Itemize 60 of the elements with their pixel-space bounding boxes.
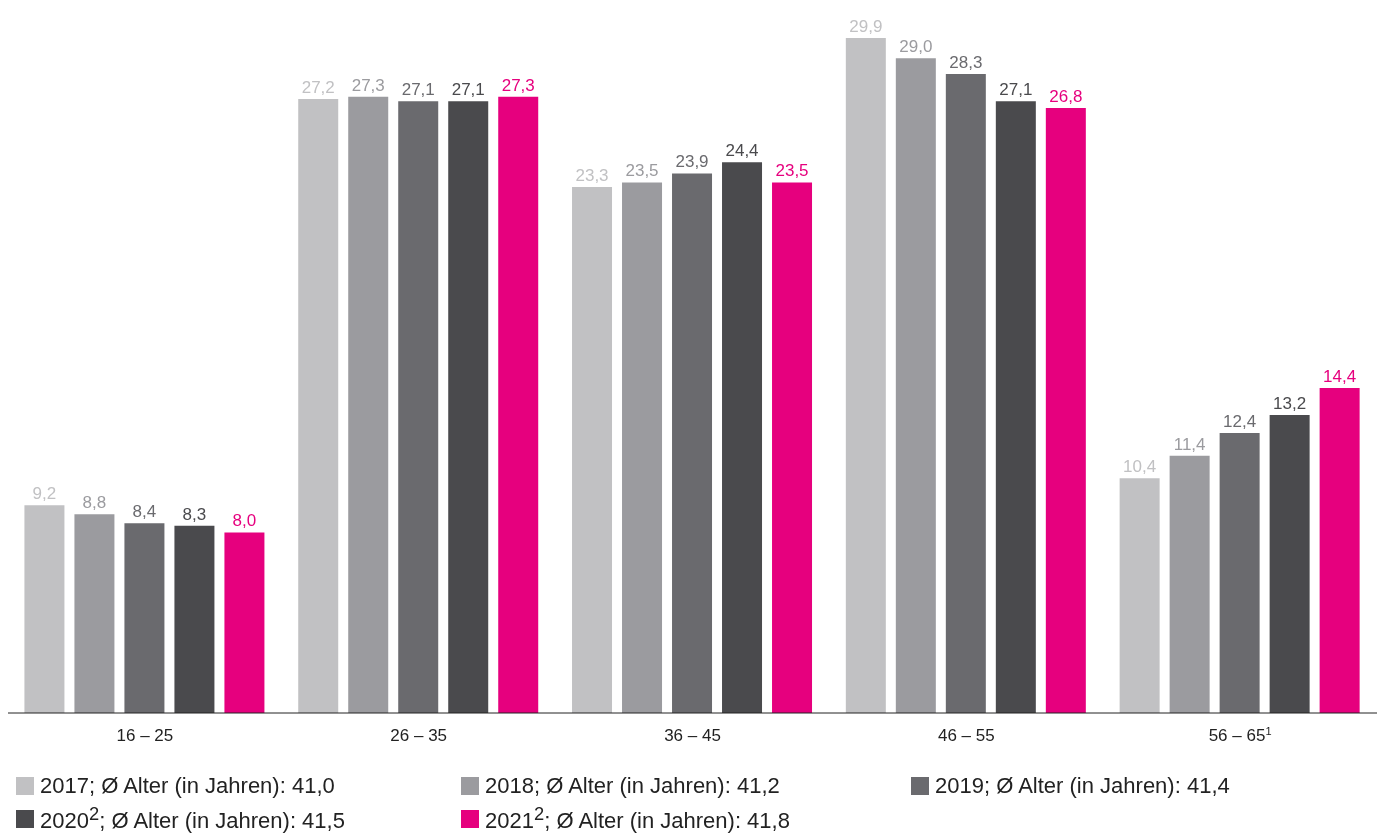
bar <box>348 96 389 713</box>
bar <box>74 514 115 713</box>
x-tick-label: 56 – 65$^{1}$ <box>1208 725 1272 745</box>
bar <box>772 182 813 713</box>
legend-label: 2018; Ø Alter (in Jahren): 41,2 <box>485 773 780 799</box>
bar <box>895 58 936 713</box>
data-label: 29,9 <box>849 17 883 36</box>
data-label: 11,4 <box>1173 434 1206 454</box>
data-label: 24,4 <box>725 141 759 161</box>
bar <box>224 532 265 713</box>
data-label: 27,2 <box>301 77 335 97</box>
data-label: 23,5 <box>625 161 659 181</box>
data-label: 27,1 <box>401 80 435 100</box>
data-label: 27,1 <box>999 80 1033 100</box>
data-label: 13,2 <box>1273 394 1307 414</box>
x-tick-label: 46 – 55 <box>937 726 995 745</box>
x-tick-label: 26 – 35 <box>390 726 448 745</box>
x-tick-label: 36 – 45 <box>664 726 721 745</box>
data-label: 8,3 <box>182 504 207 524</box>
legend-label: 2021$^{2}$; Ø Alter (in Jahren): 41,8 <box>485 803 790 834</box>
bar <box>1119 478 1160 713</box>
bar <box>298 98 339 713</box>
data-label: 8,8 <box>82 493 107 513</box>
bar <box>572 187 613 713</box>
bar <box>995 101 1036 713</box>
bar <box>398 101 439 713</box>
x-tick-label: 16 – 25 <box>116 726 174 745</box>
data-label: 9,2 <box>32 484 57 504</box>
data-label: 23,9 <box>675 152 709 172</box>
data-label: 23,5 <box>775 161 809 181</box>
bar <box>498 96 539 713</box>
legend-label: 2019; Ø Alter (in Jahren): 41,4 <box>935 773 1230 799</box>
bar <box>174 525 215 713</box>
data-label: 27,3 <box>501 75 535 95</box>
bar <box>672 173 713 713</box>
bar <box>622 182 663 713</box>
data-label: 8,0 <box>232 511 257 531</box>
bar <box>1219 433 1260 713</box>
bar <box>945 74 986 713</box>
data-label: 23,3 <box>575 166 609 185</box>
bar <box>1319 387 1360 713</box>
data-label: 12,4 <box>1223 412 1257 432</box>
bar <box>1045 107 1086 713</box>
data-label: 29,0 <box>899 37 933 57</box>
data-label: 10,4 <box>1123 457 1157 477</box>
data-label: 27,1 <box>451 80 485 100</box>
data-label: 28,3 <box>949 53 983 73</box>
data-label: 27,3 <box>351 75 385 95</box>
bar <box>845 38 886 713</box>
bar <box>24 505 65 713</box>
bar <box>448 101 489 713</box>
data-label: 8,4 <box>132 502 157 522</box>
data-label: 14,4 <box>1323 366 1357 386</box>
data-label: 26,8 <box>1049 86 1083 106</box>
bar <box>722 162 763 713</box>
legend-label: 2020$^{2}$; Ø Alter (in Jahren): 41,5 <box>40 803 345 834</box>
bar <box>1169 455 1210 713</box>
legend-label: 2017; Ø Alter (in Jahren): 41,0 <box>40 773 335 799</box>
bar <box>124 523 165 713</box>
bar <box>1269 415 1310 713</box>
